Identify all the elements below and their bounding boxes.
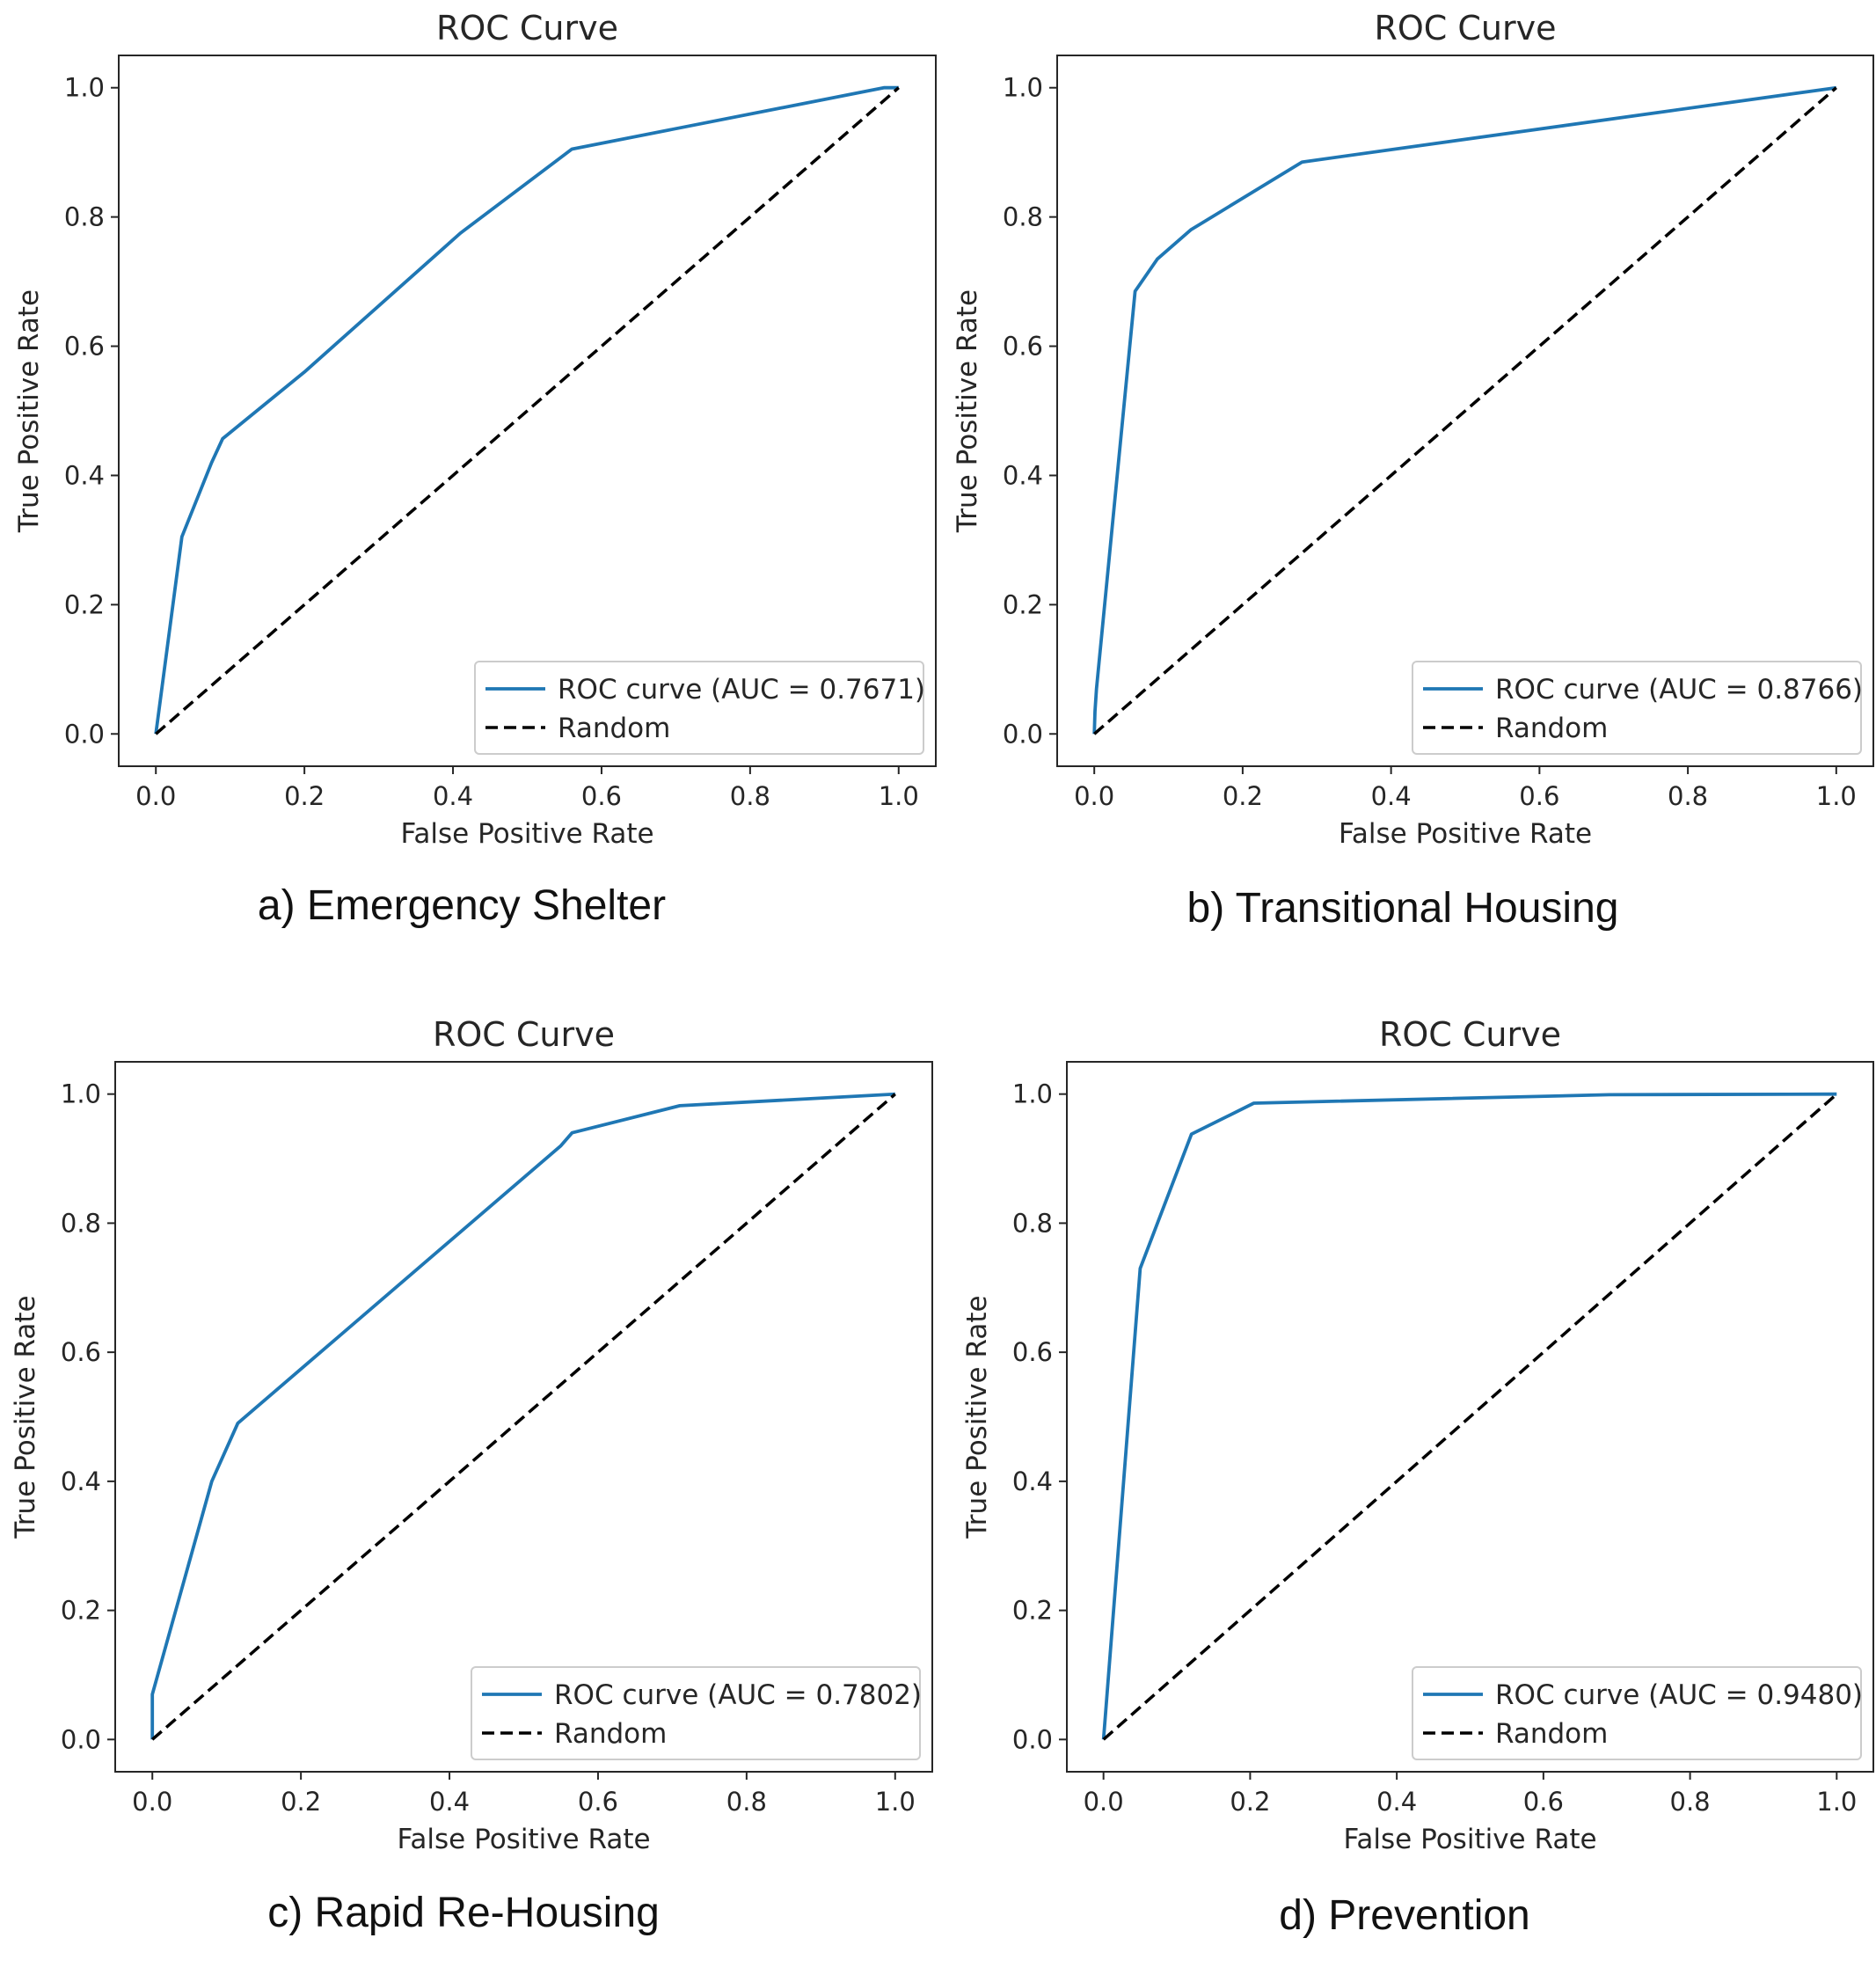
- x-tick-label: 0.6: [1523, 1787, 1564, 1817]
- y-tick-label: 0.4: [61, 1466, 101, 1496]
- axes-frame: [1056, 55, 1874, 767]
- y-tick-label: 0.6: [1003, 332, 1043, 362]
- y-tick-label: 1.0: [64, 73, 105, 103]
- x-tick-label: 0.4: [429, 1787, 470, 1817]
- y-axis-label: True Positive Rate: [961, 1295, 993, 1539]
- x-tick-label: 0.2: [1230, 1787, 1270, 1817]
- y-axis-label: True Positive Rate: [13, 289, 45, 533]
- y-tick-label: 0.0: [64, 719, 105, 749]
- panel-caption: c) Rapid Re-Housing: [267, 1890, 660, 1936]
- x-tick-label: 0.0: [1074, 781, 1114, 811]
- roc-panel-2: ROC Curve 0.0 0.2 0.4 0.6 0.8 1.0 0.0 0.2 0.4 0.6 0…: [952, 9, 1874, 932]
- legend-label: ROC curve (AUC = 0.7802): [554, 1679, 922, 1711]
- y-tick-label: 0.0: [61, 1724, 101, 1754]
- roc-panel-3: ROC Curve 0.0 0.2 0.4 0.6 0.8 1.0 0.0 0.2 0.4 0.6 0…: [10, 1015, 933, 1936]
- chart-title: ROC Curve: [1374, 9, 1556, 48]
- x-tick-label: 0.0: [135, 781, 176, 811]
- y-tick-label: 0.2: [64, 589, 105, 619]
- x-tick-label: 0.0: [1084, 1787, 1124, 1817]
- legend-box: [474, 661, 924, 755]
- legend-label: ROC curve (AUC = 0.8766): [1495, 674, 1863, 706]
- x-tick-label: 0.4: [1376, 1787, 1417, 1817]
- x-tick-label: 0.8: [1668, 781, 1708, 811]
- legend: ROC curve (AUC = 0.8766) Random: [1412, 661, 1863, 755]
- panel-caption: d) Prevention: [1279, 1892, 1530, 1939]
- y-tick-label: 0.2: [1012, 1596, 1053, 1626]
- y-tick-label: 1.0: [1003, 73, 1043, 103]
- y-tick-label: 0.2: [61, 1596, 101, 1626]
- legend-box: [471, 1666, 921, 1760]
- panel-caption: a) Emergency Shelter: [258, 882, 666, 929]
- random-line: [155, 86, 900, 735]
- x-tick-label: 0.8: [730, 781, 770, 811]
- legend: ROC curve (AUC = 0.7802) Random: [471, 1666, 922, 1760]
- x-tick-label: 1.0: [879, 781, 919, 811]
- random-line: [1093, 86, 1837, 735]
- x-axis-label: False Positive Rate: [397, 1824, 650, 1855]
- y-tick-label: 0.8: [64, 202, 105, 232]
- x-tick-label: 0.2: [281, 1787, 321, 1817]
- legend-label: Random: [554, 1718, 667, 1750]
- x-tick-label: 0.8: [726, 1787, 767, 1817]
- legend: ROC curve (AUC = 0.9480) Random: [1412, 1666, 1863, 1760]
- axes-frame: [114, 1061, 933, 1773]
- y-axis-label: True Positive Rate: [10, 1295, 41, 1539]
- x-tick-label: 0.2: [284, 781, 325, 811]
- legend-box: [1412, 1666, 1862, 1760]
- roc-panel-1: ROC Curve 0.0 0.2 0.4 0.6 0.8 1.0 0.0 0.2 0.4 0.6 0…: [13, 9, 937, 929]
- x-tick-label: 1.0: [875, 1787, 916, 1817]
- roc-panel-4: ROC Curve 0.0 0.2 0.4 0.6 0.8 1.0 0.0 0.2 0.4 0.6 0…: [961, 1015, 1874, 1939]
- x-axis-label: False Positive Rate: [1339, 818, 1592, 850]
- chart-title: ROC Curve: [1379, 1015, 1561, 1054]
- y-tick-label: 0.2: [1003, 589, 1043, 619]
- x-tick-label: 0.6: [581, 781, 622, 811]
- y-tick-label: 0.4: [64, 460, 105, 490]
- y-tick-label: 0.8: [1003, 202, 1043, 232]
- x-tick-label: 0.2: [1223, 781, 1263, 811]
- x-tick-label: 0.6: [1519, 781, 1559, 811]
- chart-title: ROC Curve: [433, 1015, 615, 1054]
- x-tick-label: 0.4: [1371, 781, 1412, 811]
- legend-label: ROC curve (AUC = 0.9480): [1495, 1679, 1863, 1711]
- y-tick-label: 0.0: [1003, 719, 1043, 749]
- x-tick-label: 0.6: [578, 1787, 618, 1817]
- x-tick-label: 0.8: [1670, 1787, 1711, 1817]
- x-tick-label: 1.0: [1816, 1787, 1857, 1817]
- x-tick-label: 0.4: [433, 781, 473, 811]
- random-line: [151, 1093, 896, 1741]
- legend: ROC curve (AUC = 0.7671) Random: [474, 661, 925, 755]
- x-axis-label: False Positive Rate: [1343, 1824, 1596, 1855]
- roc-curve-line: [1092, 85, 1837, 735]
- legend-label: Random: [1495, 1718, 1608, 1750]
- y-tick-label: 1.0: [1012, 1079, 1053, 1109]
- roc-curve-line: [150, 1092, 895, 1740]
- legend-label: Random: [1495, 713, 1608, 744]
- legend-box: [1412, 661, 1862, 755]
- x-tick-label: 0.0: [132, 1787, 172, 1817]
- x-axis-label: False Positive Rate: [400, 818, 653, 850]
- axes-frame: [1066, 1061, 1874, 1773]
- legend-label: ROC curve (AUC = 0.7671): [558, 674, 925, 706]
- legend-label: Random: [558, 713, 670, 744]
- y-tick-label: 0.6: [61, 1337, 101, 1367]
- y-tick-label: 0.6: [1012, 1337, 1053, 1367]
- roc-curve-line: [154, 85, 899, 735]
- y-tick-label: 1.0: [61, 1079, 101, 1109]
- axes-frame: [118, 55, 937, 767]
- random-line: [1102, 1093, 1838, 1741]
- x-tick-label: 1.0: [1816, 781, 1857, 811]
- panel-caption: b) Transitional Housing: [1187, 885, 1619, 932]
- y-tick-label: 0.8: [1012, 1208, 1053, 1238]
- y-tick-label: 0.4: [1003, 460, 1043, 490]
- y-tick-label: 0.0: [1012, 1724, 1053, 1754]
- y-axis-label: True Positive Rate: [952, 289, 983, 533]
- y-tick-label: 0.4: [1012, 1466, 1053, 1496]
- roc-curve-line: [1101, 1092, 1837, 1740]
- chart-title: ROC Curve: [436, 9, 618, 48]
- y-tick-label: 0.8: [61, 1208, 101, 1238]
- y-tick-label: 0.6: [64, 332, 105, 362]
